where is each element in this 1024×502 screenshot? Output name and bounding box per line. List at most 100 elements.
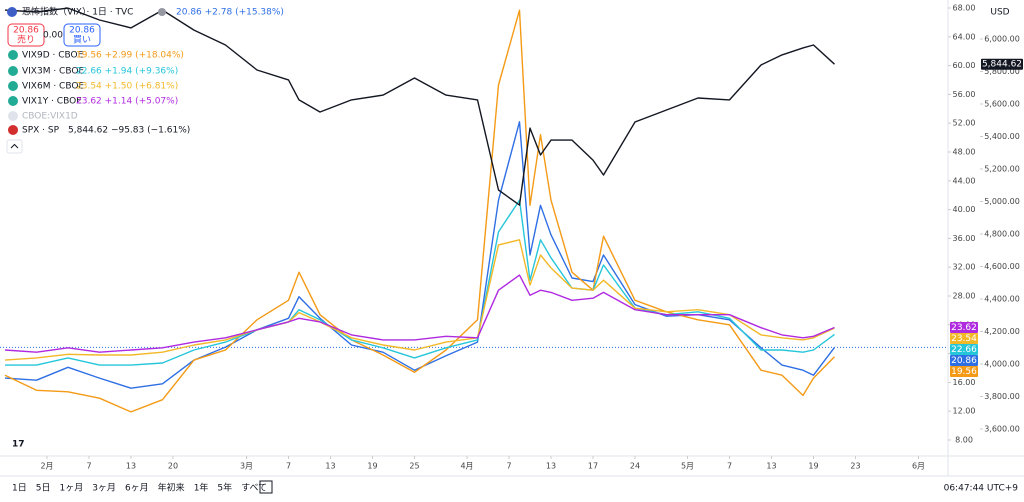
sell-price[interactable]: 20.86 [13, 26, 39, 36]
legend-stats: 22.66 +1.94 (+9.36%) [76, 67, 178, 77]
y-tick-label: 64.00 [953, 32, 976, 41]
timeframe-button[interactable]: 3ヶ月 [92, 483, 116, 494]
spread: 0.00 [43, 31, 63, 41]
y-tick-label: 8.00 [955, 436, 973, 445]
y-tick-label: 56.00 [953, 90, 976, 99]
last-value-badge [950, 344, 978, 356]
legend-stats: 19.56 +2.99 (+18.04%) [76, 51, 184, 61]
clock: 06:47:44 UTC+9 [944, 484, 1019, 494]
y-tick-label: 36.00 [953, 234, 976, 243]
sell-label[interactable]: 売り [17, 34, 35, 46]
x-tick-label: 13 [126, 462, 136, 471]
x-tick-label: 13 [325, 462, 335, 471]
tv-logo: 17 [12, 440, 25, 450]
y-tick-label: 32.00 [953, 263, 976, 272]
legend-name[interactable]: VIX6M · CBOE [22, 82, 84, 92]
timeframe-button[interactable]: 1ヶ月 [59, 483, 83, 494]
timeframe-button[interactable]: 1年 [194, 482, 209, 494]
legend-stats: 23.62 +1.14 (+5.07%) [76, 97, 178, 107]
last-value-badge [950, 322, 978, 334]
timeframe-button[interactable]: すべて [241, 483, 267, 494]
last-value-badge [950, 355, 978, 367]
timeframe-button[interactable]: 年初来 [158, 482, 185, 494]
flag-icon [7, 7, 17, 17]
y2-tick-label: 5,200.00 [984, 165, 1020, 174]
plot [0, 7, 948, 413]
x-tick-label: 7 [506, 462, 511, 471]
y-tick-label: 68.00 [953, 4, 976, 13]
timeframe-button[interactable]: 5日 [36, 483, 51, 494]
x-tick-label: 19 [808, 462, 818, 471]
sell-button[interactable] [7, 23, 45, 47]
legend-name[interactable]: SPX · SP [22, 126, 60, 136]
last-value-label: 20.86 [951, 356, 977, 366]
y2-tick-label: 5,000.00 [984, 197, 1020, 206]
series-line [4, 9, 835, 413]
x-tick-label: 7 [286, 462, 291, 471]
last-value-badge [950, 333, 978, 345]
series-line [4, 121, 836, 389]
series-icon [8, 125, 18, 135]
eye-icon [158, 8, 166, 16]
y2-tick-label: 5,400.00 [984, 132, 1020, 141]
y2-tick-label: 3,600.00 [984, 425, 1020, 434]
y2-tick-label: 4,200.00 [984, 327, 1020, 336]
y2-tick-label: 4,000.00 [984, 360, 1020, 369]
buy-label[interactable]: 買い [73, 35, 91, 46]
y2-tick-label: 4,600.00 [984, 262, 1020, 271]
series-icon [8, 66, 18, 76]
buy-button[interactable] [63, 23, 101, 47]
x-tick-label: 6月 [912, 462, 925, 471]
x-tick-label: 25 [409, 462, 419, 471]
y-tick-label: 44.00 [953, 176, 976, 185]
y-tick-label: 16.00 [953, 378, 976, 387]
series-line [4, 7, 835, 206]
timeframe-button[interactable]: 1日 [12, 483, 27, 494]
date-range-icon[interactable] [259, 480, 273, 494]
last-value-label: 5,844.62 [982, 60, 1022, 70]
main-title: 恐怖指数（VIX）· 1日 · TVC [22, 6, 133, 18]
legend-stats: 5,844.62 −95.83 (−1.61%) [68, 126, 190, 136]
timeframe-button[interactable]: 5年 [217, 482, 232, 494]
x-tick-label: 23 [850, 462, 860, 471]
last-value-label: 19.56 [951, 367, 977, 377]
y2-tick-label: 6,000.00 [984, 35, 1020, 44]
legend-name[interactable]: VIX9D · CBOE [22, 51, 84, 61]
series-icon [8, 50, 18, 60]
x-tick-label: 17 [588, 462, 598, 471]
y2-tick-label: 4,400.00 [984, 295, 1020, 304]
x-tick-label: 7 [86, 462, 91, 471]
legend-name[interactable]: VIX3M · CBOE [22, 67, 84, 77]
last-value-label: 23.54 [951, 334, 977, 344]
x-tick-label: 24 [630, 462, 640, 471]
y2-tick-label: 4,800.00 [984, 230, 1020, 239]
x-tick-label: 20 [168, 462, 178, 471]
timeframe-button[interactable]: 6ヶ月 [125, 483, 149, 494]
collapse-button[interactable] [6, 139, 23, 154]
collapse-icon [10, 143, 19, 149]
y2-tick-label: 3,800.00 [984, 392, 1020, 401]
x-tick-label: 5月 [681, 462, 694, 471]
buy-price[interactable]: 20.86 [69, 26, 95, 36]
hidden-series[interactable]: CBOE:VIX1D [22, 112, 78, 122]
x-tick-label: 4月 [460, 462, 473, 471]
y-tick-label: 28.00 [953, 292, 976, 301]
last-value-badge [981, 58, 1023, 70]
y2-tick-label: 5,600.00 [984, 100, 1020, 109]
y-tick-label: 52.00 [953, 119, 976, 128]
y-tick-label: 48.00 [953, 148, 976, 157]
y-tick-label: 60.00 [953, 61, 976, 70]
y-tick-label: 12.00 [953, 407, 976, 416]
legend-name[interactable]: VIX1Y · CBOE [22, 97, 82, 107]
x-tick-label: 13 [546, 462, 556, 471]
series-line [4, 239, 835, 361]
series-icon [8, 96, 18, 106]
last-value-label: 23.62 [951, 323, 977, 333]
y2-tick-label: 5,800.00 [984, 67, 1020, 76]
series-line [4, 274, 835, 353]
y-tick-label: 40.00 [953, 205, 976, 214]
last-value-label: 22.66 [951, 345, 977, 355]
currency[interactable]: USD [990, 8, 1009, 18]
